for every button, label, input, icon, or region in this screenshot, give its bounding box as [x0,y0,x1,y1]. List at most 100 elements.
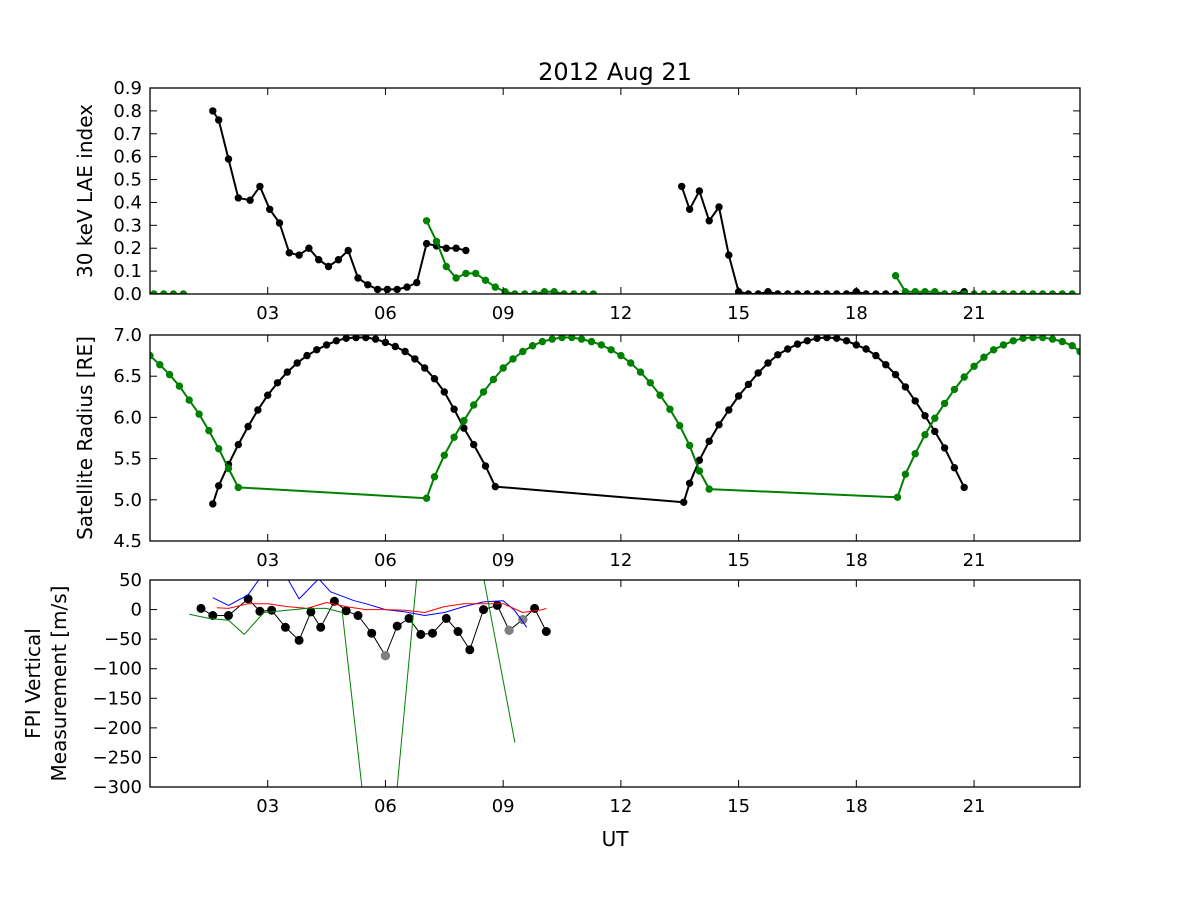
data-point-black [921,412,929,420]
data-point-green [893,493,902,501]
data-point-black [315,256,323,264]
data-point-green [1058,337,1067,346]
data-point-black [305,244,313,252]
x-tick-label: 09 [492,550,515,571]
data-point-green [224,464,233,473]
y-tick-label: 0.8 [113,101,142,122]
data-point-green [891,272,900,280]
data-point-green [901,470,910,478]
x-tick-label: 12 [609,550,632,571]
x-tick-label: 09 [492,796,515,817]
data-point-green [430,473,439,481]
y-tick-label: 50 [119,570,142,591]
axes-frame [149,579,1081,788]
data-point-green [538,337,547,346]
data-point-green [1029,335,1037,342]
data-point-black [872,351,880,360]
x-tick-label: 03 [256,550,279,571]
y-tick-label: 6.5 [113,366,142,387]
data-point-black [256,182,264,191]
panel-3: 50 0 −50 −100 −150 −200 −250 −300 03 06 09 12 15 18 21… [21,570,1081,817]
x-tick-label: 06 [374,303,397,324]
data-point-black [823,335,831,342]
data-point-black [391,342,399,351]
data-point-black [803,337,811,345]
data-point-black [234,194,243,202]
y-tick-label: −300 [93,777,142,798]
series-green-line [425,220,594,294]
data-point-black [460,424,468,432]
data-point-black [479,605,488,615]
data-point-black [295,251,303,259]
data-point-black [416,629,426,639]
data-point-black [209,500,217,508]
data-point-green [175,382,184,390]
plot-area [189,580,551,787]
data-point-black [754,369,762,377]
x-tick-label: 21 [963,796,986,817]
x-tick-label: 09 [492,303,515,324]
data-point-green [921,288,929,294]
y-tick-label: 0.1 [113,261,142,282]
data-point-green [627,359,635,367]
data-point-green [558,335,566,342]
data-point-green [931,288,939,294]
data-point-black [196,603,206,613]
panel-1: 0.00.10.20.30.40.50.60.70.80.9 03 06 09 12 15… [73,78,1081,324]
y-tick-label: 7.0 [113,325,142,346]
data-point-black [403,283,411,291]
data-point-black [931,427,939,436]
data-point-green [597,341,605,349]
series-blue-line [212,580,528,628]
data-point-green [460,417,468,425]
data-point-black [393,285,401,294]
data-point-green [990,346,998,354]
y-axis-label-line: FPI Vertical [21,628,45,739]
data-point-black [275,219,284,227]
data-point-green [970,362,978,370]
data-point-green [921,431,929,439]
data-point-green [156,361,164,369]
data-point-black [891,370,900,379]
data-point-green [440,451,448,459]
y-axis-label-line: Measurement [m/s] [47,586,71,782]
y-tick-label: 0.5 [113,170,142,191]
data-point-black [842,337,851,345]
data-point-green [499,364,507,372]
data-point-green [960,373,968,381]
data-point-green [1068,342,1076,350]
x-tick-label: 15 [727,550,750,571]
y-tick-label: 5.5 [113,449,142,470]
data-point-black [267,605,277,615]
y-axis-label: 30 keV LAE index [73,104,97,278]
data-point-black [725,406,733,414]
data-point-black [352,335,360,342]
data-point-green [901,288,910,294]
data-point-black [303,351,311,360]
data-point-green [999,341,1008,349]
y-axis-label: Satellite Radius [RE] [73,336,97,540]
data-point-green [568,335,576,342]
data-point-black [705,437,713,445]
data-point-black [452,244,460,252]
data-point-black [422,239,431,248]
data-point-black [353,611,363,620]
data-point-green [528,342,537,350]
x-tick-label: 15 [727,796,750,817]
data-point-black [715,203,723,211]
data-point-green [195,410,203,418]
y-tick-label: 0.4 [113,192,142,213]
data-point-black [442,244,450,252]
data-point-green [472,269,480,278]
data-point-black [430,375,439,383]
data-point-black [784,345,792,353]
data-point-green [442,262,450,271]
data-point-black [371,335,380,343]
y-tick-label: 0.2 [113,238,142,259]
y-axis-label: FPI Vertical Measurement [m/s] [21,586,71,782]
data-point-green [452,274,460,282]
data-point-green [540,288,549,294]
x-tick-label: 03 [256,303,279,324]
data-point-black [725,251,733,259]
